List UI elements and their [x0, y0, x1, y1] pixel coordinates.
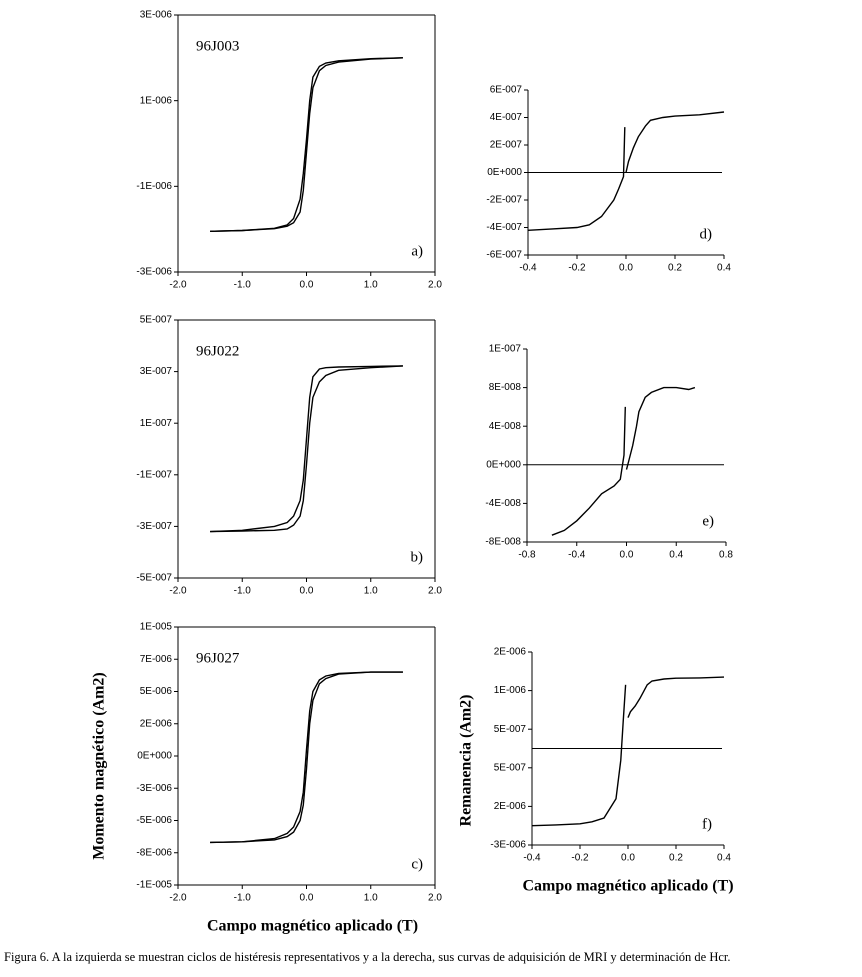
- sample-label: 96J003: [196, 38, 239, 54]
- y-tick-label: -3E-006: [136, 267, 172, 278]
- x-axis-title: Campo magnético aplicado (T): [207, 918, 418, 935]
- x-tick-label: 0.0: [621, 853, 635, 864]
- panel-label: b): [411, 549, 424, 565]
- panel-label: a): [411, 243, 423, 259]
- y-tick-label: -1E-007: [136, 469, 172, 480]
- data-line: [210, 671, 403, 844]
- panel-label: e): [702, 513, 714, 529]
- x-tick-label: -1.0: [234, 893, 252, 904]
- y-tick-label: -3E-006: [136, 783, 172, 794]
- panel-label: d): [700, 226, 713, 242]
- y-tick-label: 2E-006: [494, 647, 527, 658]
- x-tick-label: 0.2: [668, 263, 682, 274]
- y-tick-label: 0E+000: [486, 459, 521, 470]
- y-tick-label: 1E-007: [489, 344, 522, 355]
- x-tick-label: -1.0: [234, 280, 252, 291]
- y-tick-label: 2E-007: [490, 140, 523, 151]
- y-tick-label: 5E-007: [140, 315, 173, 326]
- y-tick-label: 2E-006: [140, 718, 173, 729]
- y-tick-label: 7E-006: [140, 654, 173, 665]
- y-tick-label: 2E-006: [494, 801, 527, 812]
- y-tick-label: 1E-006: [494, 685, 527, 696]
- x-tick-label: -0.4: [519, 263, 537, 274]
- y-tick-label: -4E-007: [486, 222, 522, 233]
- x-tick-label: 1.0: [364, 586, 378, 597]
- y-tick-label: -5E-006: [136, 815, 172, 826]
- y-tick-label: 1E-005: [140, 622, 173, 633]
- x-tick-label: -2.0: [169, 280, 187, 291]
- data-line: [210, 57, 403, 232]
- x-axis-title: Campo magnético aplicado (T): [522, 878, 733, 895]
- x-tick-label: 2.0: [428, 893, 442, 904]
- data-line: [210, 671, 403, 844]
- y-tick-label: 5E-007: [494, 762, 527, 773]
- x-tick-label: -1.0: [234, 586, 252, 597]
- x-tick-label: 1.0: [364, 893, 378, 904]
- x-tick-label: 0.0: [300, 586, 314, 597]
- data-line: [627, 676, 725, 718]
- y-tick-label: -3E-007: [136, 521, 172, 532]
- sample-label: 96J022: [196, 343, 239, 359]
- sample-label: 96J027: [196, 650, 240, 666]
- x-tick-label: 0.2: [669, 853, 683, 864]
- y-axis-title: Momento magnético (Am2): [91, 672, 108, 860]
- x-tick-label: -2.0: [169, 893, 187, 904]
- x-tick-label: -0.4: [568, 550, 586, 561]
- x-tick-label: 1.0: [364, 280, 378, 291]
- x-tick-label: 0.0: [619, 263, 633, 274]
- caption: Figura 6. A la izquierda se muestran cic…: [4, 950, 731, 964]
- y-tick-label: -8E-008: [485, 537, 521, 548]
- x-tick-label: 0.8: [719, 550, 733, 561]
- x-tick-label: -2.0: [169, 586, 187, 597]
- x-tick-label: 0.0: [300, 893, 314, 904]
- y-axis-title: Remanencia (Am2): [458, 695, 475, 827]
- y-tick-label: 0E+000: [137, 751, 172, 762]
- x-tick-label: 0.4: [717, 263, 731, 274]
- data-line: [210, 365, 403, 533]
- y-tick-label: -5E-007: [136, 573, 172, 584]
- panel-label: c): [411, 856, 423, 872]
- x-tick-label: 0.0: [620, 550, 634, 561]
- data-line: [551, 406, 626, 536]
- y-tick-label: -8E-006: [136, 847, 172, 858]
- x-tick-label: -0.4: [523, 853, 541, 864]
- x-tick-label: -0.8: [518, 550, 536, 561]
- x-tick-label: -0.2: [571, 853, 589, 864]
- data-line: [210, 365, 403, 533]
- x-tick-label: 0.0: [300, 280, 314, 291]
- y-tick-label: 3E-006: [140, 10, 173, 21]
- y-tick-label: 1E-006: [140, 95, 173, 106]
- y-tick-label: -1E-006: [136, 181, 172, 192]
- y-tick-label: -2E-007: [486, 195, 522, 206]
- x-tick-label: -0.2: [568, 263, 586, 274]
- data-line: [625, 386, 696, 470]
- panel-label: f): [702, 816, 712, 832]
- data-line: [531, 684, 627, 827]
- y-tick-label: 5E-007: [494, 724, 527, 735]
- x-tick-label: 2.0: [428, 280, 442, 291]
- y-tick-label: -6E-007: [486, 250, 522, 261]
- y-tick-label: -3E-006: [490, 840, 526, 851]
- y-tick-label: 1E-007: [140, 418, 173, 429]
- data-line: [625, 111, 725, 173]
- data-line: [527, 127, 626, 231]
- x-tick-label: 0.4: [669, 550, 683, 561]
- x-tick-label: 0.4: [717, 853, 731, 864]
- y-tick-label: 5E-006: [140, 686, 173, 697]
- y-tick-label: 4E-007: [490, 112, 523, 123]
- x-tick-label: 2.0: [428, 586, 442, 597]
- y-tick-label: 0E+000: [487, 167, 522, 178]
- y-tick-label: 3E-007: [140, 366, 173, 377]
- y-tick-label: 8E-008: [489, 382, 522, 393]
- y-tick-label: 6E-007: [490, 85, 523, 96]
- y-tick-label: -4E-008: [485, 498, 521, 509]
- y-tick-label: -1E-005: [136, 880, 172, 891]
- y-tick-label: 4E-008: [489, 421, 522, 432]
